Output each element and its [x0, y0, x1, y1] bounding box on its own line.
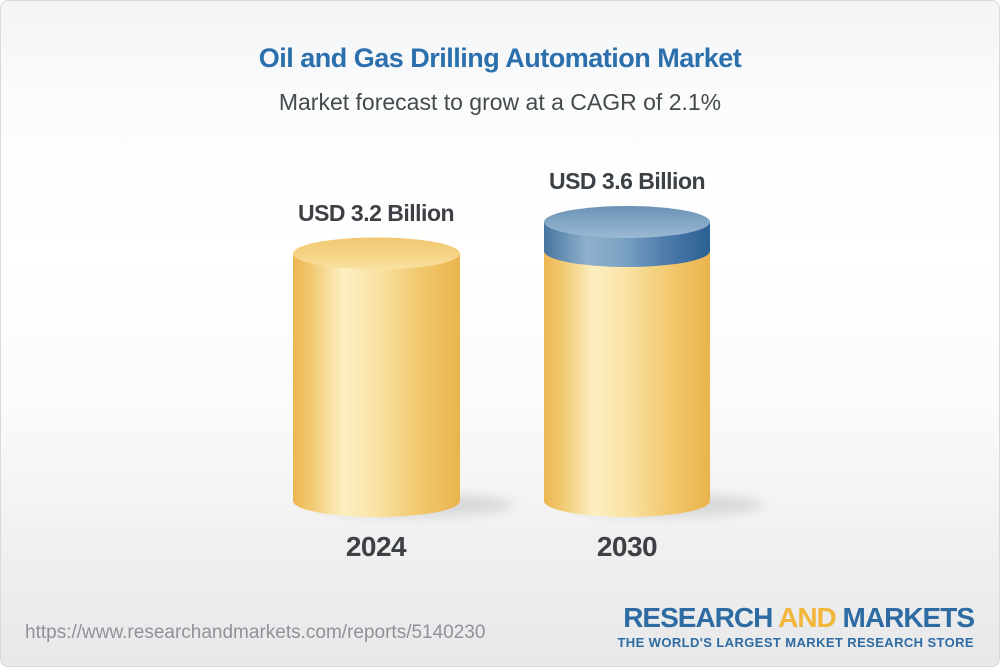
cylinder-2030-body: [544, 251, 710, 501]
cylinder-2024: [293, 237, 513, 517]
logo-word-markets: MARKETS: [842, 602, 975, 633]
cylinder-2030: [544, 206, 763, 517]
cylinder-2024-body: [293, 253, 460, 501]
logo-word-and: AND: [778, 602, 837, 633]
x-axis-label-2030: 2030: [596, 531, 658, 562]
report-url[interactable]: https://www.researchandmarkets.com/repor…: [25, 622, 486, 643]
logo-word-research: RESEARCH: [623, 602, 773, 633]
value-label-2024: USD 3.2 Billion: [297, 200, 455, 226]
page-subtitle: Market forecast to grow at a CAGR of 2.1…: [278, 89, 722, 115]
page-title: Oil and Gas Drilling Automation Market: [258, 43, 742, 73]
logo-tagline: THE WORLD'S LARGEST MARKET RESEARCH STOR…: [617, 635, 974, 650]
cylinder-2024-top: [293, 237, 460, 270]
growth-cap-top: [544, 206, 710, 238]
logo-wordmark: RESEARCH AND MARKETS: [617, 602, 975, 633]
x-axis-label-2024: 2024: [345, 531, 407, 562]
value-label-2030: USD 3.6 Billion: [548, 168, 706, 194]
researchandmarkets-logo[interactable]: RESEARCH AND MARKETS THE WORLD'S LARGEST…: [617, 602, 975, 651]
